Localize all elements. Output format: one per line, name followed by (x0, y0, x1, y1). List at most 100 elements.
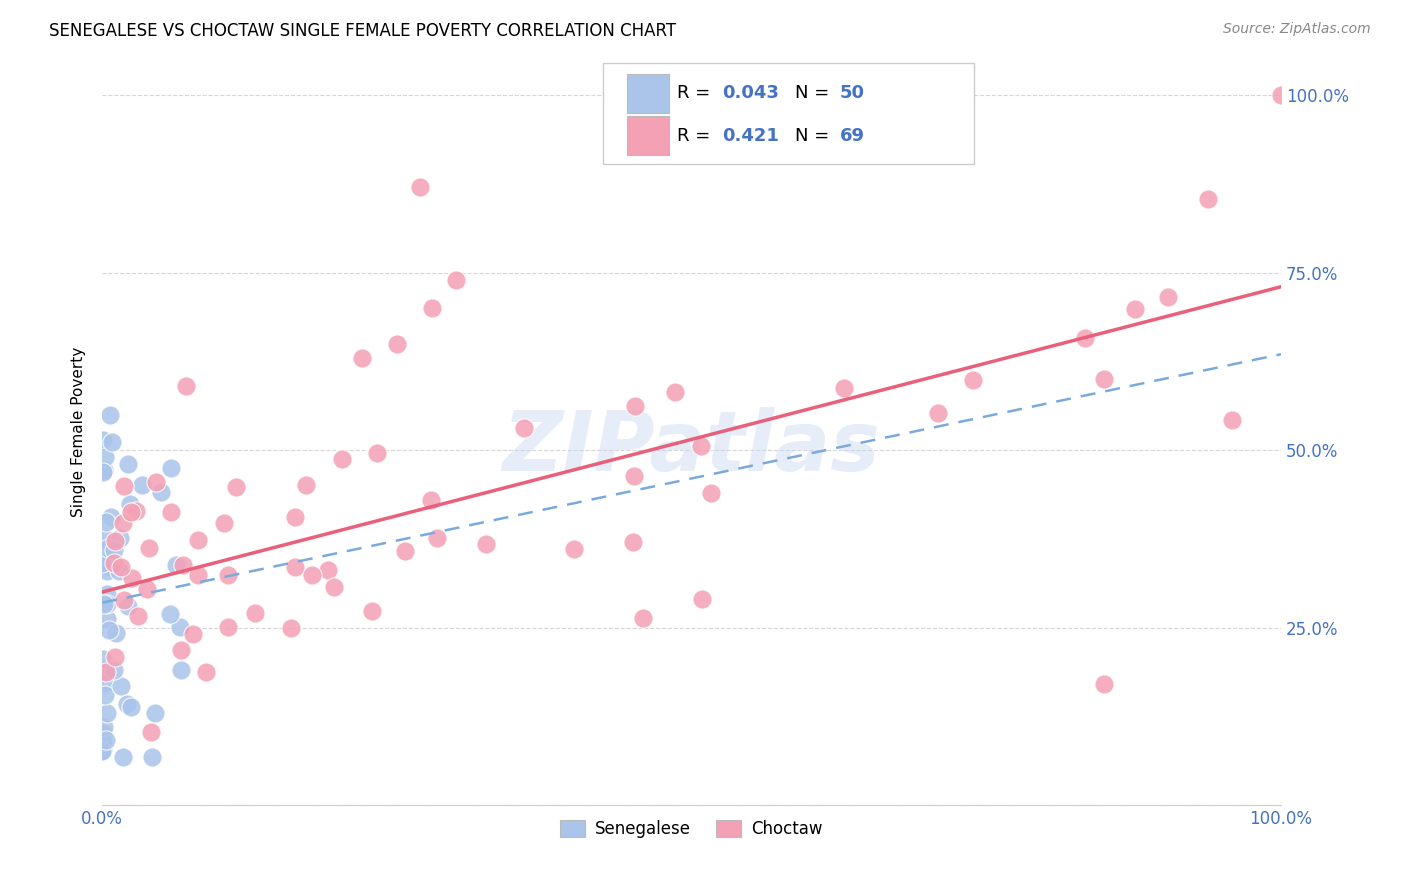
Point (131, 478, 153, 492)
Point (138, 541, 160, 556)
Point (101, 435, 124, 450)
Point (621, 535, 644, 549)
Point (120, 700, 142, 714)
Point (284, 509, 307, 524)
Point (690, 592, 713, 607)
Point (690, 439, 713, 453)
Point (94, 663, 117, 677)
Point (96, 533, 118, 547)
Point (170, 642, 193, 657)
Point (322, 580, 344, 594)
Point (1092, 677, 1115, 691)
Point (1073, 331, 1095, 345)
Point (111, 516, 134, 530)
Point (366, 445, 388, 459)
Point (700, 485, 723, 500)
Point (217, 620, 239, 634)
Point (96, 587, 118, 601)
Point (385, 336, 408, 351)
Point (105, 626, 128, 640)
Point (832, 381, 855, 395)
Point (110, 679, 132, 693)
Point (145, 475, 167, 489)
Point (1092, 372, 1115, 386)
Point (110, 559, 132, 574)
Point (225, 480, 247, 494)
Y-axis label: Single Female Poverty: Single Female Poverty (72, 347, 86, 517)
Text: Source: ZipAtlas.com: Source: ZipAtlas.com (1223, 22, 1371, 37)
Point (94, 516, 117, 530)
Point (631, 611, 654, 625)
Point (96, 558, 118, 573)
Point (149, 485, 172, 500)
Point (121, 571, 143, 585)
Point (110, 531, 132, 545)
Point (104, 649, 127, 664)
Point (212, 516, 235, 530)
Point (91, 734, 114, 748)
Text: N =: N = (796, 84, 835, 103)
Point (93, 720, 115, 734)
Point (141, 750, 163, 764)
Point (103, 556, 125, 570)
Point (127, 609, 149, 624)
Point (444, 273, 467, 287)
Point (115, 697, 138, 711)
Point (664, 384, 686, 399)
Point (350, 351, 373, 365)
Point (94, 689, 117, 703)
Point (135, 582, 157, 597)
Point (1197, 192, 1219, 206)
Point (174, 379, 197, 393)
Point (170, 663, 193, 677)
Point (96, 597, 118, 611)
Point (112, 749, 135, 764)
Point (562, 542, 585, 557)
Point (361, 604, 384, 618)
Point (143, 706, 166, 720)
Point (93, 462, 115, 476)
Point (108, 565, 131, 579)
Point (159, 607, 181, 622)
FancyBboxPatch shape (627, 116, 669, 155)
Point (98, 623, 121, 637)
Point (104, 533, 127, 548)
Point (301, 568, 323, 582)
Point (1157, 290, 1180, 304)
Point (96, 564, 118, 578)
Point (165, 558, 187, 572)
Point (316, 563, 339, 577)
Text: 0.043: 0.043 (723, 84, 779, 103)
Point (187, 568, 209, 582)
Text: SENEGALESE VS CHOCTAW SINGLE FEMALE POVERTY CORRELATION CHART: SENEGALESE VS CHOCTAW SINGLE FEMALE POVE… (49, 22, 676, 40)
Point (927, 406, 949, 420)
Point (284, 560, 307, 574)
Point (1270, 88, 1292, 103)
Text: 0.421: 0.421 (723, 127, 779, 145)
Point (117, 457, 139, 471)
Point (409, 180, 432, 194)
Point (187, 533, 209, 547)
Point (332, 451, 354, 466)
Point (94, 665, 117, 680)
Point (94, 733, 117, 747)
FancyBboxPatch shape (603, 63, 974, 164)
Point (112, 479, 135, 493)
Point (93, 675, 115, 690)
Legend: Senegalese, Choctaw: Senegalese, Choctaw (554, 814, 830, 845)
Point (217, 568, 239, 582)
Point (120, 505, 142, 519)
Point (624, 399, 647, 413)
Text: R =: R = (678, 127, 717, 145)
Point (1123, 302, 1146, 317)
Point (91, 651, 114, 665)
Point (96, 706, 118, 721)
Text: ZIPatlas: ZIPatlas (503, 407, 880, 488)
Point (103, 663, 125, 677)
Point (103, 543, 125, 558)
Point (91, 556, 114, 570)
Point (962, 373, 984, 387)
Point (139, 724, 162, 739)
Point (181, 626, 204, 640)
Point (91, 743, 114, 757)
